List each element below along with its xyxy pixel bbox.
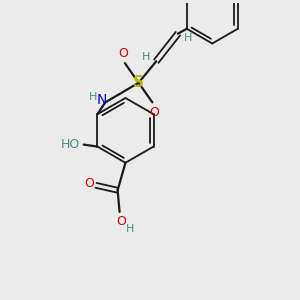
- Text: N: N: [96, 93, 106, 107]
- Text: O: O: [117, 215, 127, 228]
- Text: H: H: [126, 224, 135, 235]
- Text: H: H: [184, 33, 192, 43]
- Text: HO: HO: [60, 138, 80, 151]
- Text: H: H: [89, 92, 98, 101]
- Text: O: O: [149, 106, 159, 119]
- Text: H: H: [142, 52, 151, 62]
- Text: O: O: [118, 47, 128, 60]
- Text: S: S: [133, 75, 144, 90]
- Text: O: O: [84, 177, 94, 190]
